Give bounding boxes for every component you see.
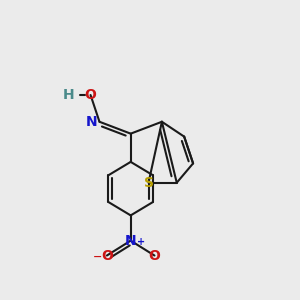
Text: N: N: [86, 115, 98, 129]
Text: +: +: [137, 237, 145, 247]
Text: O: O: [101, 248, 113, 262]
Text: H: H: [62, 88, 74, 102]
Text: O: O: [85, 88, 97, 102]
Text: O: O: [148, 248, 160, 262]
Text: N: N: [125, 234, 136, 248]
Text: S: S: [143, 176, 154, 190]
Text: −: −: [93, 252, 103, 262]
